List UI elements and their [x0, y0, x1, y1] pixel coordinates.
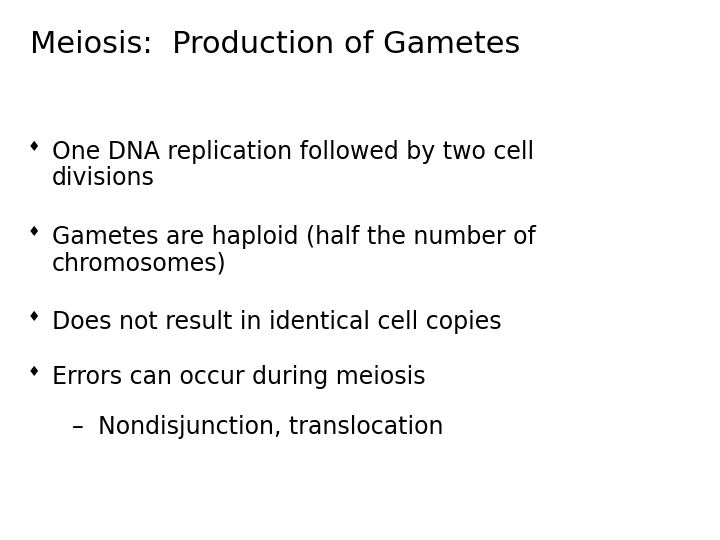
Text: Gametes are haploid (half the number of: Gametes are haploid (half the number of — [52, 225, 536, 249]
Text: ♦: ♦ — [28, 225, 40, 239]
Text: chromosomes): chromosomes) — [52, 251, 227, 275]
Text: Meiosis:  Production of Gametes: Meiosis: Production of Gametes — [30, 30, 521, 59]
Text: ♦: ♦ — [28, 365, 40, 379]
Text: –: – — [72, 415, 84, 439]
Text: ♦: ♦ — [28, 310, 40, 324]
Text: Errors can occur during meiosis: Errors can occur during meiosis — [52, 365, 426, 389]
Text: Nondisjunction, translocation: Nondisjunction, translocation — [98, 415, 444, 439]
Text: ♦: ♦ — [28, 140, 40, 154]
Text: Does not result in identical cell copies: Does not result in identical cell copies — [52, 310, 502, 334]
Text: divisions: divisions — [52, 166, 155, 190]
Text: One DNA replication followed by two cell: One DNA replication followed by two cell — [52, 140, 534, 164]
